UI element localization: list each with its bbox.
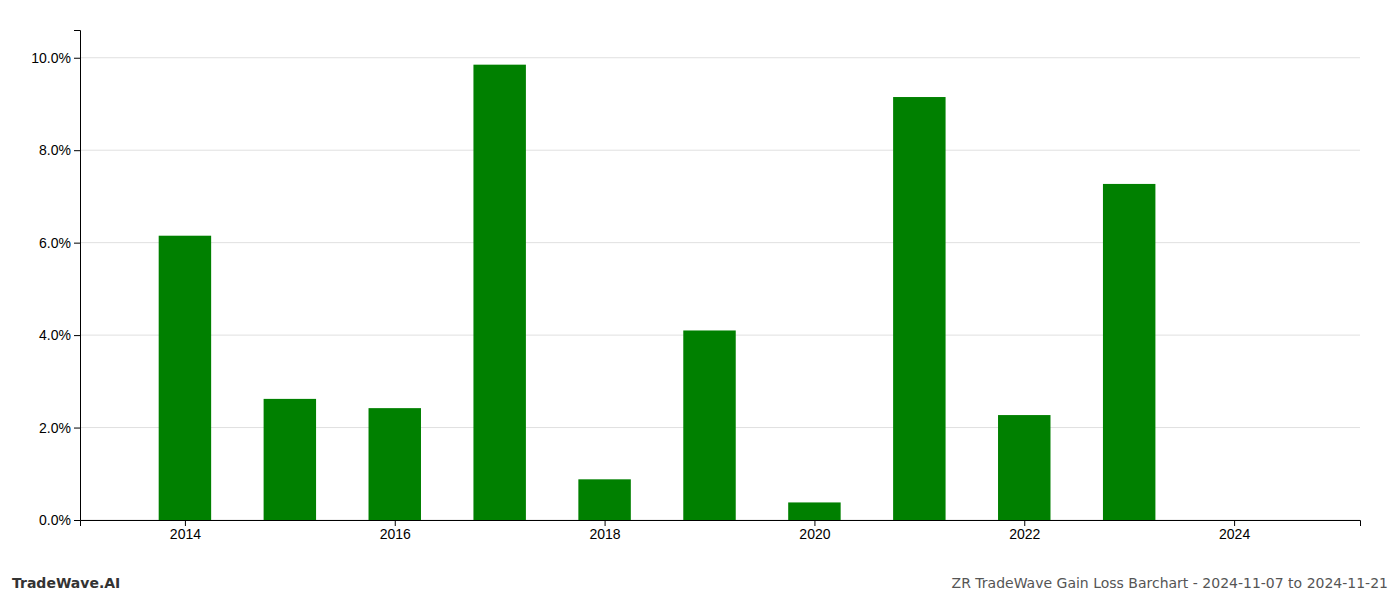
bar [788, 502, 840, 520]
tick-mark [74, 428, 80, 429]
grid-line [80, 150, 1360, 151]
tick-label: 2024 [1219, 526, 1250, 542]
axis-line [74, 31, 81, 521]
bar [578, 479, 630, 520]
bar [473, 65, 525, 520]
tick-label: 2022 [1009, 526, 1040, 542]
tick: 2022 [1009, 520, 1040, 542]
y-axis: 0.0% 2.0% 4.0% 6.0% 8.0% 10.0% [31, 31, 80, 528]
tick-mark [74, 150, 80, 151]
tick: 2018 [590, 520, 621, 542]
tick-label: 2014 [170, 526, 201, 542]
grid [80, 58, 1360, 520]
tick-label: 8.0% [39, 142, 71, 158]
tick: 2020 [799, 520, 830, 542]
footer-left: TradeWave.AI [12, 575, 120, 591]
bars [159, 65, 1156, 520]
tick-label: 2016 [380, 526, 411, 542]
x-axis: 2014 2016 2018 2020 2022 2024 [81, 520, 1361, 542]
tick: 2.0% [39, 420, 80, 436]
grid-line [80, 57, 1360, 58]
bar [683, 330, 735, 520]
bar [159, 236, 211, 520]
tick-label: 10.0% [31, 50, 71, 66]
footer-right: ZR TradeWave Gain Loss Barchart - 2024-1… [952, 575, 1388, 591]
tick-label: 0.0% [39, 512, 71, 528]
bar [1103, 184, 1155, 520]
tick: 10.0% [31, 50, 80, 66]
tick: 2014 [170, 520, 201, 542]
tick: 2016 [380, 520, 411, 542]
bar [998, 415, 1050, 520]
tick: 0.0% [39, 512, 80, 528]
tick-label: 6.0% [39, 235, 71, 251]
grid-line [80, 242, 1360, 243]
bar [369, 408, 421, 520]
chart: 2014 2016 2018 2020 2022 2024 0.0% 2.0% 4.0% 6.0%… [0, 0, 1400, 600]
tick: 8.0% [39, 142, 80, 158]
tick-label: 2020 [799, 526, 830, 542]
tick-mark [74, 335, 80, 336]
tick-mark [74, 58, 80, 59]
plot: 2014 2016 2018 2020 2022 2024 0.0% 2.0% 4.0% 6.0%… [31, 31, 1360, 542]
bar [264, 399, 316, 520]
axis-line [81, 521, 1361, 527]
tick: 2024 [1219, 520, 1250, 542]
tick-mark [74, 520, 80, 521]
tick-label: 2.0% [39, 420, 71, 436]
bar [893, 97, 945, 520]
tick-label: 4.0% [39, 327, 71, 343]
tick: 4.0% [39, 327, 80, 343]
tick-mark [74, 243, 80, 244]
tick-label: 2018 [590, 526, 621, 542]
tick: 6.0% [39, 235, 80, 251]
